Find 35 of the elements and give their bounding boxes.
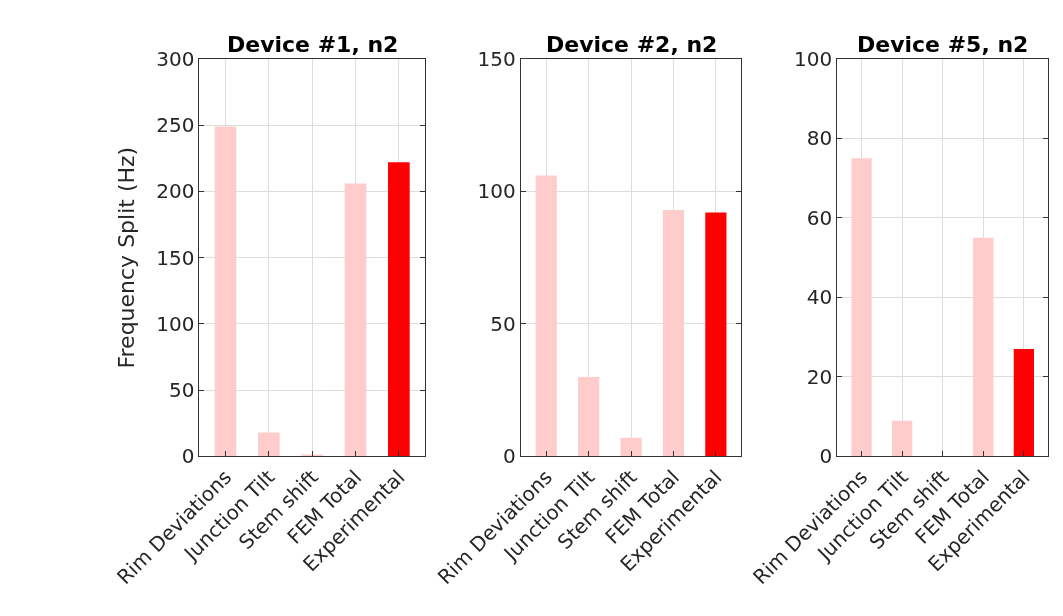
bar (705, 212, 727, 457)
bar (662, 209, 685, 457)
bar (535, 175, 557, 457)
y-tick-label: 0 (819, 444, 833, 469)
y-tick-label: 0 (181, 444, 195, 469)
y-tick-label: 250 (156, 113, 195, 138)
bar (620, 437, 642, 457)
y-tick-label: 50 (169, 378, 195, 403)
bar (1013, 349, 1034, 457)
chart-title: Device #1, n2 (227, 32, 399, 57)
y-tick-label: 80 (806, 126, 833, 151)
bar (214, 126, 237, 457)
bar (851, 158, 872, 457)
bar (973, 237, 994, 457)
bar (891, 420, 913, 457)
y-tick-label: 200 (156, 179, 195, 204)
y-tick-label: 100 (156, 311, 195, 336)
y-tick-label: 150 (156, 245, 195, 270)
bar (301, 454, 324, 457)
bar (578, 376, 600, 457)
bar (388, 162, 410, 457)
y-tick-label: 300 (156, 46, 195, 71)
y-tick-label: 40 (806, 285, 833, 310)
chart-title: Device #5, n2 (857, 32, 1029, 57)
y-tick-label: 20 (806, 364, 833, 389)
y-tick-label: 150 (477, 46, 516, 71)
bar (258, 432, 280, 457)
y-axis-title: Frequency Split (Hz) (114, 146, 140, 369)
y-tick-label: 100 (794, 46, 833, 71)
y-tick-label: 60 (806, 205, 833, 230)
y-tick-label: 50 (490, 311, 516, 336)
bar (344, 183, 367, 457)
chart-title: Device #2, n2 (546, 32, 718, 57)
y-tick-label: 0 (503, 444, 516, 469)
y-tick-label: 100 (477, 179, 516, 204)
